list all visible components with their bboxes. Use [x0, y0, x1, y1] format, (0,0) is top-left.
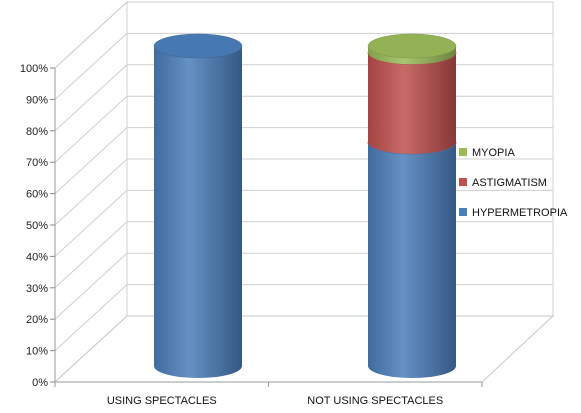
y-tick-label: 50% — [26, 220, 48, 232]
bar-segment — [368, 142, 456, 378]
gridline — [54, 1, 553, 69]
y-tick-label: 90% — [26, 94, 48, 106]
x-tick-label: NOT USING SPECTACLES — [307, 395, 443, 407]
legend-label: HYPERMETROPIA — [472, 207, 568, 219]
y-tick-label: 100% — [20, 63, 48, 75]
legend-swatch — [459, 148, 467, 156]
gridline — [54, 32, 553, 100]
y-tick-label: 70% — [26, 157, 48, 169]
y-tick-label: 40% — [26, 251, 48, 263]
bar-top-cap — [367, 33, 457, 59]
y-tick-label: 20% — [26, 314, 48, 326]
bar-segment — [154, 46, 242, 378]
legend-swatch — [459, 208, 467, 216]
y-tick-label: 30% — [26, 283, 48, 295]
y-tick-label: 80% — [26, 126, 48, 138]
legend-label: ASTIGMATISM — [472, 177, 547, 189]
y-tick-label: 10% — [26, 346, 48, 358]
legend-label: MYOPIA — [472, 147, 515, 159]
y-tick-label: 0% — [32, 377, 48, 389]
y-tick-label: 60% — [26, 189, 48, 201]
bar-segment — [368, 52, 456, 154]
floor — [53, 315, 555, 383]
legend-swatch — [459, 178, 467, 186]
bar-top-cap — [153, 33, 243, 59]
x-tick-label: USING SPECTACLES — [107, 395, 217, 407]
